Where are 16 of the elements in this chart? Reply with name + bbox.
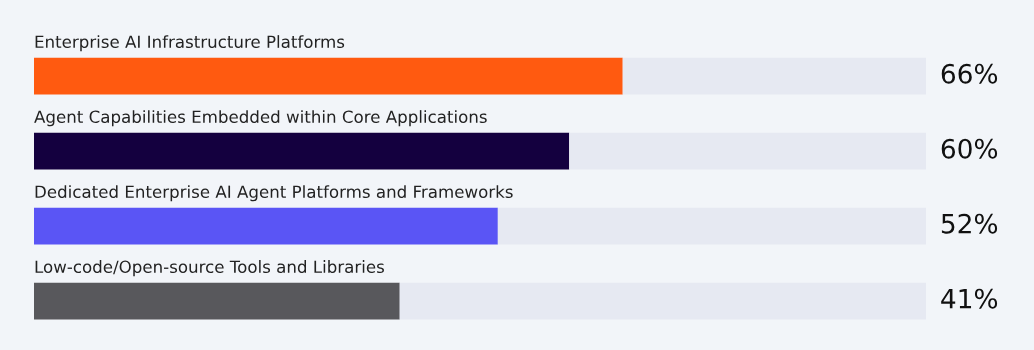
data-label: 66% (941, 63, 998, 84)
bar (399, 282, 926, 320)
y-tick-label: Low-code/Open-source Tools and Libraries (35, 260, 384, 277)
y-tick-label: Agent Capabilities Embedded within Core Applications (34, 110, 487, 127)
y-tick-label: Dedicated Enterprise AI Agent Platforms and Frameworks (35, 185, 513, 202)
data-label: 52% (941, 213, 998, 234)
bar (622, 57, 926, 95)
data-label: 60% (941, 138, 998, 159)
bar (34, 207, 498, 245)
bar (34, 57, 623, 95)
bar (497, 207, 926, 245)
bar (34, 282, 400, 320)
bar (34, 132, 570, 170)
bar (569, 132, 926, 170)
data-label: 41% (941, 288, 998, 309)
y-tick-label: Enterprise AI Infrastructure Platforms (35, 35, 345, 52)
